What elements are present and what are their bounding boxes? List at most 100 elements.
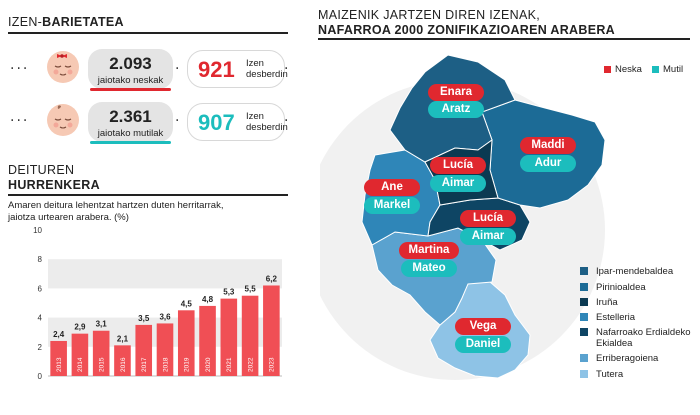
gender-key: Neska Mutil bbox=[604, 64, 696, 76]
x-tick-label: 2013 bbox=[56, 357, 63, 372]
y-tick-label: 2 bbox=[38, 343, 43, 352]
legend-item: Iruña bbox=[580, 297, 695, 309]
girl-key-label: Neska bbox=[615, 64, 642, 75]
girls-distinct-names-box: 921 Izen desberdin bbox=[187, 50, 288, 88]
y-tick-label: 8 bbox=[38, 255, 43, 264]
legend-label: Estelleria bbox=[596, 312, 636, 323]
zone-girl-name-badge: Lucía bbox=[460, 210, 516, 227]
legend-label: Erriberagoiena bbox=[596, 353, 659, 364]
boys-distinct-names-label: Izen desberdin bbox=[246, 111, 288, 133]
births-section-title: IZEN-BARIETATEA bbox=[8, 15, 124, 29]
bar-value-label: 6,2 bbox=[266, 274, 278, 283]
bar bbox=[114, 345, 131, 376]
boys-born-number: 2.361 bbox=[109, 107, 152, 126]
legend-label-line-2: Ekialdea bbox=[596, 338, 633, 349]
births-title-light: IZEN- bbox=[8, 15, 43, 29]
baby-girl-icon bbox=[47, 51, 79, 83]
zone-boy-name-badge: Mateo bbox=[401, 260, 457, 277]
bar bbox=[92, 330, 110, 376]
boys-distinct-names-box: 907 Izen desberdin bbox=[187, 103, 288, 141]
x-tick-label: 2022 bbox=[247, 357, 254, 372]
bar-value-label: 3,1 bbox=[96, 320, 108, 329]
surnames-title-light: DEITUREN bbox=[8, 163, 75, 177]
legend-label: Nafarroako Erdialdeko Ekialdea bbox=[596, 327, 691, 349]
legend-swatch bbox=[580, 313, 588, 321]
baby-boy-icon bbox=[47, 104, 79, 136]
legend-label-line-1: Nafarroako Erdialdeko bbox=[596, 327, 691, 338]
zone-boy-name-badge: Adur bbox=[520, 155, 576, 172]
x-tick-label: 2017 bbox=[141, 357, 148, 372]
dotted-connector: · bbox=[175, 113, 182, 129]
boys-born-pill: 2.361 jaiotako mutilak bbox=[88, 102, 173, 142]
legend-swatch bbox=[580, 283, 588, 291]
surname-order-bar-chart: 0 2 4 6 8 10 2,4 2013 2,9 2014 3,1 2015 2,1 2016 3,5 20… bbox=[33, 226, 282, 381]
caption-line-1: Amaren deitura lehentzat hartzen duten h… bbox=[8, 200, 224, 211]
map-title: MAIZENIK JARTZEN DIREN IZENAK, NAFARROA … bbox=[318, 8, 615, 38]
dotted-connector: · bbox=[175, 61, 182, 77]
boys-diff-label-1: Izen bbox=[246, 111, 264, 122]
bar-value-label: 2,9 bbox=[74, 323, 86, 332]
dotted-connector: ··· bbox=[10, 61, 30, 77]
zone-girl-name-badge: Vega bbox=[455, 318, 511, 335]
births-title-rule bbox=[8, 32, 288, 34]
girls-born-label: jaiotako neskak bbox=[97, 75, 164, 86]
bar-value-label: 5,5 bbox=[245, 285, 257, 294]
x-tick-label: 2014 bbox=[77, 357, 84, 372]
dotted-connector: · bbox=[284, 61, 291, 77]
bar-value-label: 2,1 bbox=[117, 334, 129, 343]
boy-key-label: Mutil bbox=[663, 64, 684, 75]
legend-item: Estelleria bbox=[580, 312, 695, 324]
zone-girl-name-badge: Ane bbox=[364, 179, 420, 196]
x-tick-label: 2016 bbox=[120, 357, 127, 372]
bar-value-label: 3,6 bbox=[159, 312, 171, 321]
y-tick-label: 6 bbox=[38, 284, 43, 293]
girls-accent-line bbox=[90, 88, 171, 91]
map-title-line-2: NAFARROA 2000 ZONIFIKAZIOAREN ARABERA bbox=[318, 23, 616, 37]
legend-item: Erriberagoiena bbox=[580, 353, 695, 365]
bar-value-label: 4,8 bbox=[202, 295, 214, 304]
legend-label: Ipar-mendebaldea bbox=[596, 266, 674, 277]
girls-born-pill: 2.093 jaiotako neskak bbox=[88, 49, 173, 89]
surnames-section-title: DEITUREN HURRENKERA bbox=[8, 163, 100, 193]
girls-diff-label-2: desberdin bbox=[246, 69, 288, 80]
bar bbox=[220, 298, 238, 376]
bar-value-label: 4,5 bbox=[181, 299, 193, 308]
boy-key-swatch bbox=[652, 66, 659, 73]
bar bbox=[135, 324, 153, 376]
bar bbox=[241, 295, 259, 376]
girls-distinct-names-number: 921 bbox=[198, 57, 235, 82]
boys-born-label: jaiotako mutilak bbox=[97, 128, 164, 139]
bar-value-label: 5,3 bbox=[223, 288, 235, 297]
boys-diff-label-2: desberdin bbox=[246, 122, 288, 133]
bar bbox=[177, 310, 195, 376]
legend-item: Pirinioaldea bbox=[580, 282, 695, 294]
legend-label: Iruña bbox=[596, 297, 618, 308]
zone-girl-name-badge: Maddi bbox=[520, 137, 576, 154]
surnames-title-rule bbox=[8, 194, 288, 196]
zone-boy-name-badge: Aimar bbox=[430, 175, 486, 192]
zone-girl-name-badge: Lucía bbox=[430, 157, 486, 174]
legend-item: Tutera bbox=[580, 369, 695, 381]
zone-boy-name-badge: Markel bbox=[364, 197, 420, 214]
surnames-title-bold: HURRENKERA bbox=[8, 178, 100, 192]
zone-girl-name-badge: Enara bbox=[428, 84, 484, 101]
births-title-bold: BARIETATEA bbox=[42, 15, 124, 29]
x-tick-label: 2019 bbox=[184, 357, 191, 372]
boys-distinct-names-number: 907 bbox=[198, 110, 235, 135]
bar bbox=[156, 323, 174, 376]
zone-boy-name-badge: Aratz bbox=[428, 101, 484, 118]
map-title-line-1: MAIZENIK JARTZEN DIREN IZENAK, bbox=[318, 8, 540, 22]
x-tick-label: 2023 bbox=[269, 357, 276, 372]
zone-boy-name-badge: Daniel bbox=[455, 336, 511, 353]
y-tick-label: 10 bbox=[33, 226, 42, 235]
bar-value-label: 2,4 bbox=[53, 330, 65, 339]
y-tick-label: 4 bbox=[38, 314, 43, 323]
legend-item: Nafarroako Erdialdeko Ekialdea bbox=[580, 327, 698, 351]
y-tick-label: 0 bbox=[38, 372, 43, 381]
girls-distinct-names-label: Izen desberdin bbox=[246, 58, 288, 80]
legend-swatch bbox=[580, 298, 588, 306]
x-tick-label: 2018 bbox=[162, 357, 169, 372]
dotted-connector: · bbox=[284, 113, 291, 129]
caption-line-2: jaiotza urtearen arabera. (%) bbox=[8, 212, 129, 223]
x-tick-label: 2015 bbox=[98, 357, 105, 372]
